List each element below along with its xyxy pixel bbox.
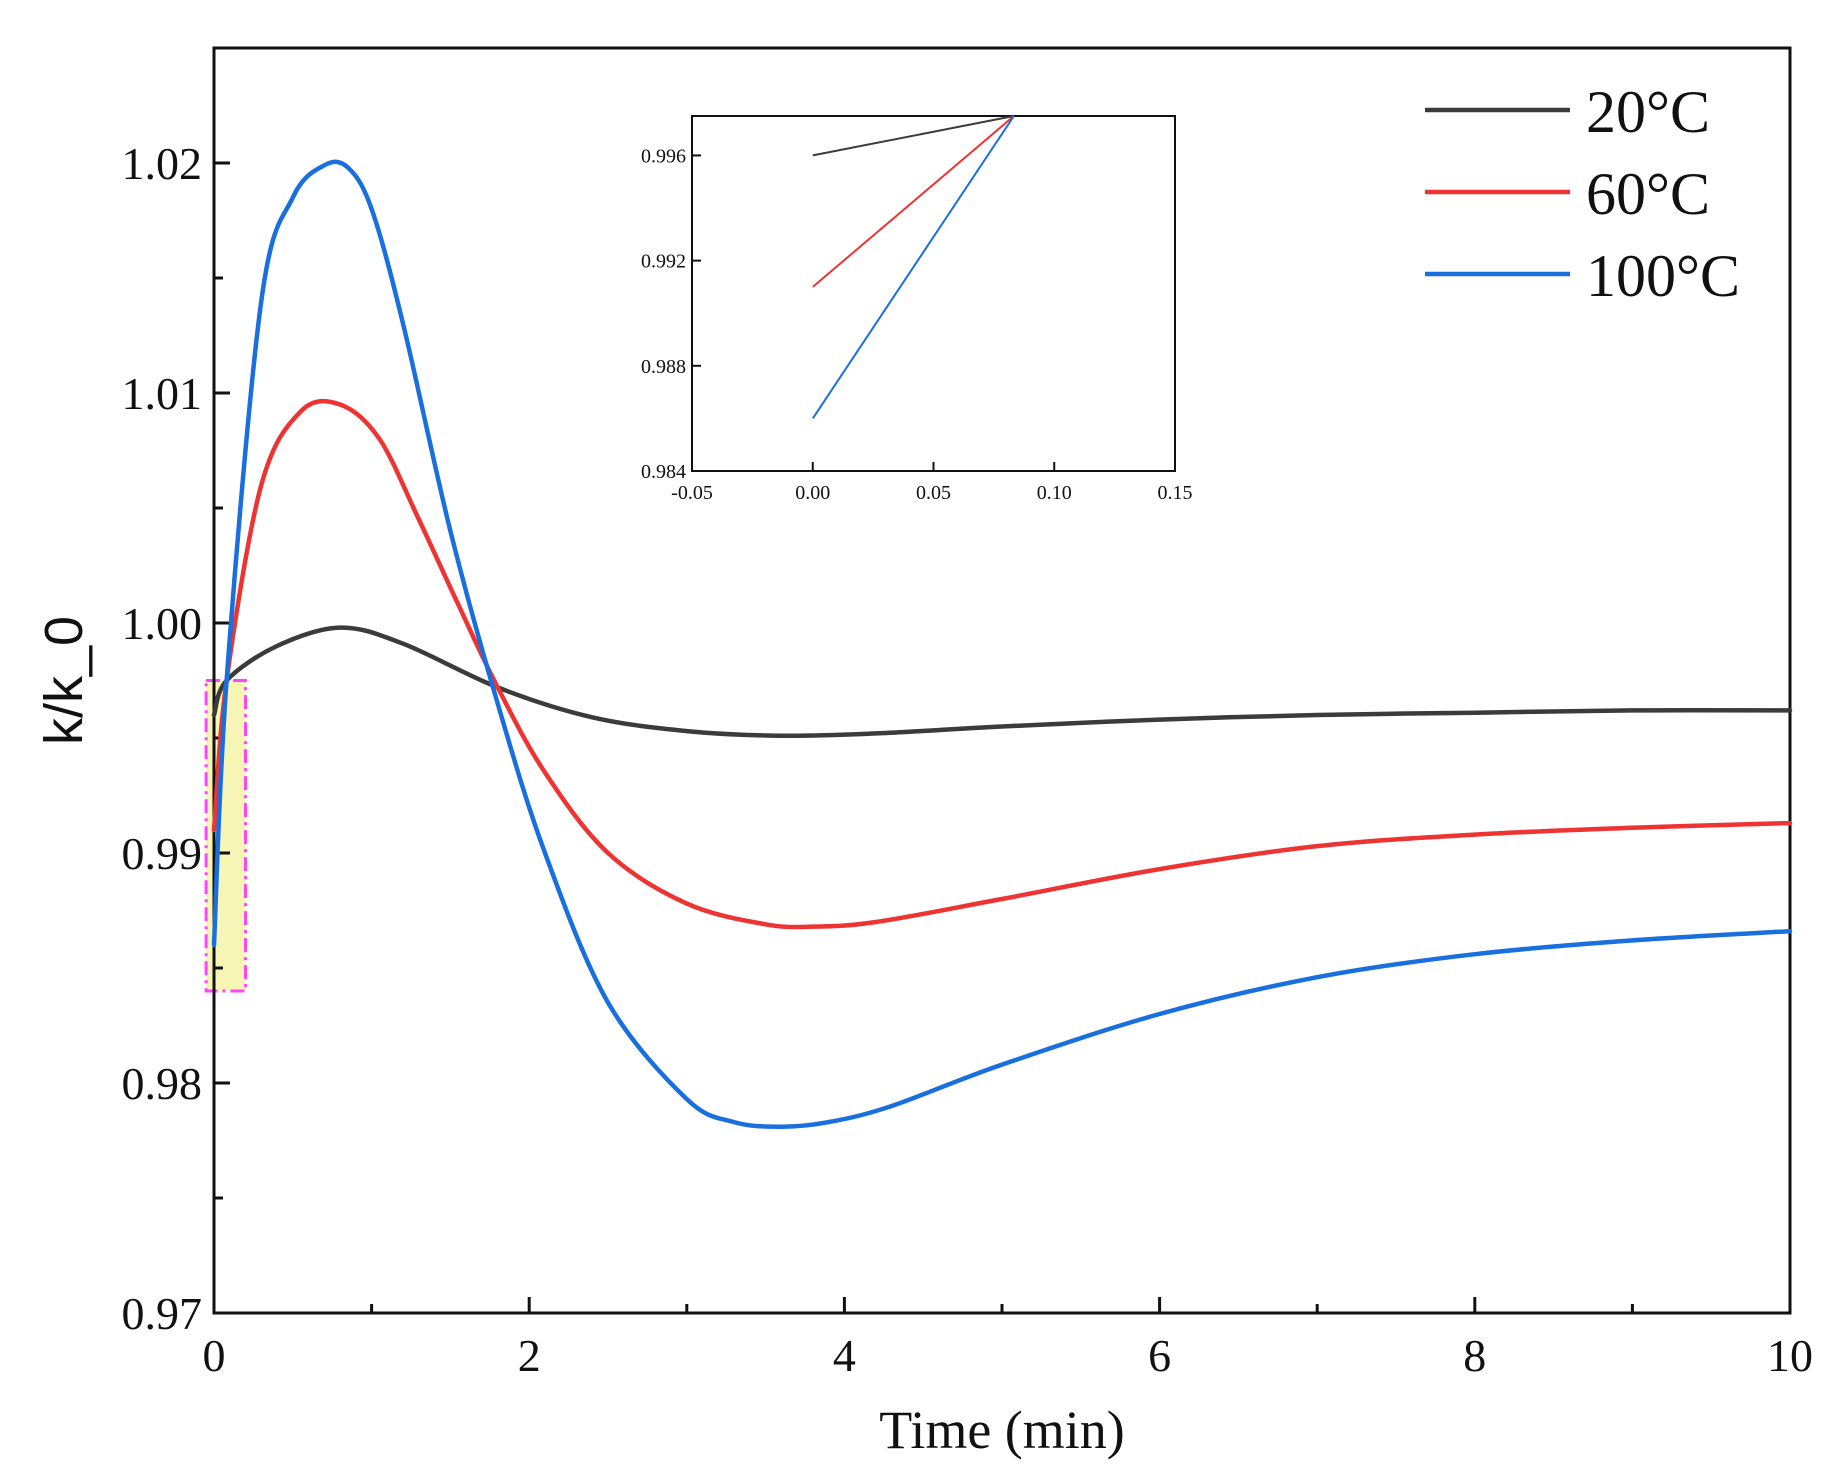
legend-label: 20°C — [1586, 79, 1710, 145]
y-tick-label: 0.99 — [122, 828, 203, 879]
x-tick-label: 6 — [1148, 1330, 1171, 1381]
inset-x-tick-label: 0.15 — [1158, 482, 1193, 504]
inset-series-line — [812, 115, 1015, 157]
y-tick-label: 0.98 — [122, 1058, 203, 1109]
legend-label: 100°C — [1586, 243, 1740, 309]
inset-y-tick-label: 0.996 — [641, 145, 686, 167]
series-line-100c — [211, 159, 1793, 1129]
x-tick-label: 10 — [1767, 1330, 1813, 1381]
legend-label: 60°C — [1586, 161, 1710, 227]
y-tick-label: 1.01 — [122, 368, 203, 419]
y-axis-title: k/k_0 — [34, 616, 94, 745]
y-tick-label: 0.97 — [122, 1288, 203, 1339]
x-axis-title: Time (min) — [879, 1400, 1125, 1460]
inset-plot: -0.05 0.00 0.05 0.10 0.15 0.984 0.988 0.992 0.99… — [641, 115, 1193, 504]
inset-y-tick-label: 0.984 — [641, 461, 686, 483]
series-line-60c — [211, 398, 1793, 930]
y-tick-label: 1.02 — [122, 138, 203, 189]
main-plot: 0 2 4 6 8 10 0.97 0.98 0.99 1.00 1.01 1.02 Time (min… — [34, 46, 1813, 1460]
inset-x-tick-label: -0.05 — [671, 482, 713, 504]
x-tick-label: 8 — [1463, 1330, 1486, 1381]
inset-y-tick-label: 0.988 — [641, 356, 686, 378]
series-line-20c — [211, 625, 1793, 739]
legend: 20°C 60°C 100°C — [1425, 79, 1740, 309]
inset-series-line — [812, 115, 1015, 288]
inset-x-tick-label: 0.05 — [916, 482, 951, 504]
x-tick-label: 0 — [203, 1330, 226, 1381]
y-tick-label: 1.00 — [122, 598, 203, 649]
inset-x-tick-label: 0.00 — [795, 482, 830, 504]
x-tick-label: 4 — [833, 1330, 856, 1381]
inset-series-line — [811, 115, 1015, 419]
inset-x-tick-label: 0.10 — [1037, 482, 1072, 504]
inset-frame — [691, 115, 1176, 472]
inset-y-tick-label: 0.992 — [641, 251, 686, 273]
x-tick-label: 2 — [518, 1330, 541, 1381]
